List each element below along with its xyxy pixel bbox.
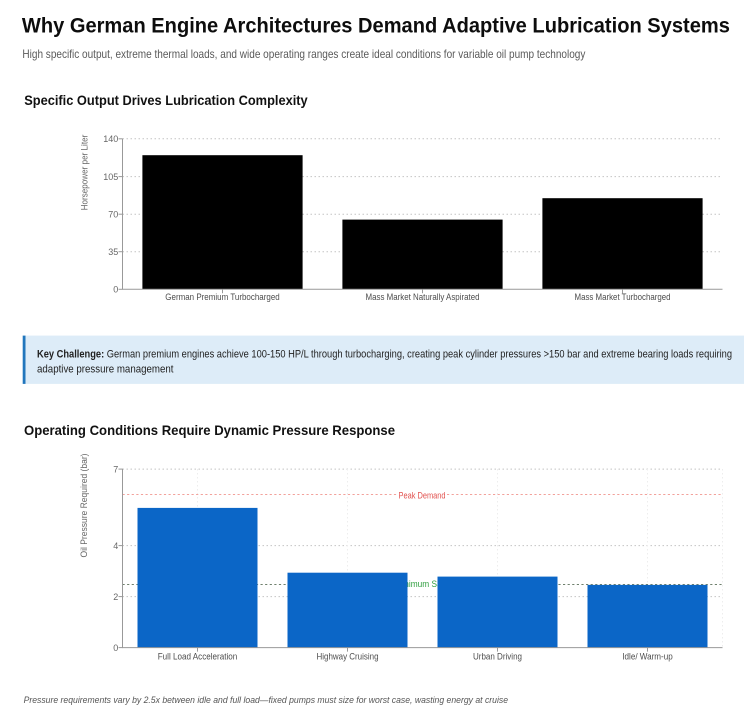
svg-text:Peak Demand: Peak Demand [399,491,446,501]
svg-text:Urban Driving: Urban Driving [473,652,522,662]
svg-text:Full Load Acceleration: Full Load Acceleration [158,652,238,662]
svg-text:Specific Output Drives Lubrica: Specific Output Drives Lubrication Compl… [24,92,308,108]
svg-text:7: 7 [113,464,118,474]
svg-text:Minimum Safe: Minimum Safe [396,579,449,589]
svg-text:0: 0 [113,643,118,653]
svg-text:Operating Conditions Require D: Operating Conditions Require Dynamic Pre… [24,422,395,438]
svg-text:adaptive pressure management: adaptive pressure management [37,363,174,375]
svg-text:High specific output, extreme: High specific output, extreme thermal lo… [22,47,585,61]
svg-text:Key Challenge: German premium: Key Challenge: German premium engines ac… [37,349,732,361]
svg-text:Mass Market Turbocharged: Mass Market Turbocharged [575,292,671,302]
svg-text:Horsepower per Liter: Horsepower per Liter [80,135,90,211]
svg-text:140: 140 [103,134,118,144]
svg-text:Why German Engine Architecture: Why German Engine Architectures Demand A… [22,14,730,38]
svg-text:2: 2 [113,592,118,602]
svg-text:Idle/ Warm-up: Idle/ Warm-up [622,652,672,662]
svg-text:4: 4 [113,541,118,551]
svg-text:70: 70 [108,209,118,219]
svg-text:German Premium Turbocharged: German Premium Turbocharged [165,292,279,302]
svg-text:Highway Cruising: Highway Cruising [317,652,379,662]
svg-text:Mass Market Naturally Aspirate: Mass Market Naturally Aspirated [366,292,480,302]
svg-text:0: 0 [113,285,118,295]
svg-text:35: 35 [108,247,118,257]
svg-text:Oil Pressure Required (bar): Oil Pressure Required (bar) [79,454,89,558]
svg-text:Pressure requirements vary by: Pressure requirements vary by 2.5x betwe… [24,695,508,705]
svg-text:105: 105 [103,172,118,182]
